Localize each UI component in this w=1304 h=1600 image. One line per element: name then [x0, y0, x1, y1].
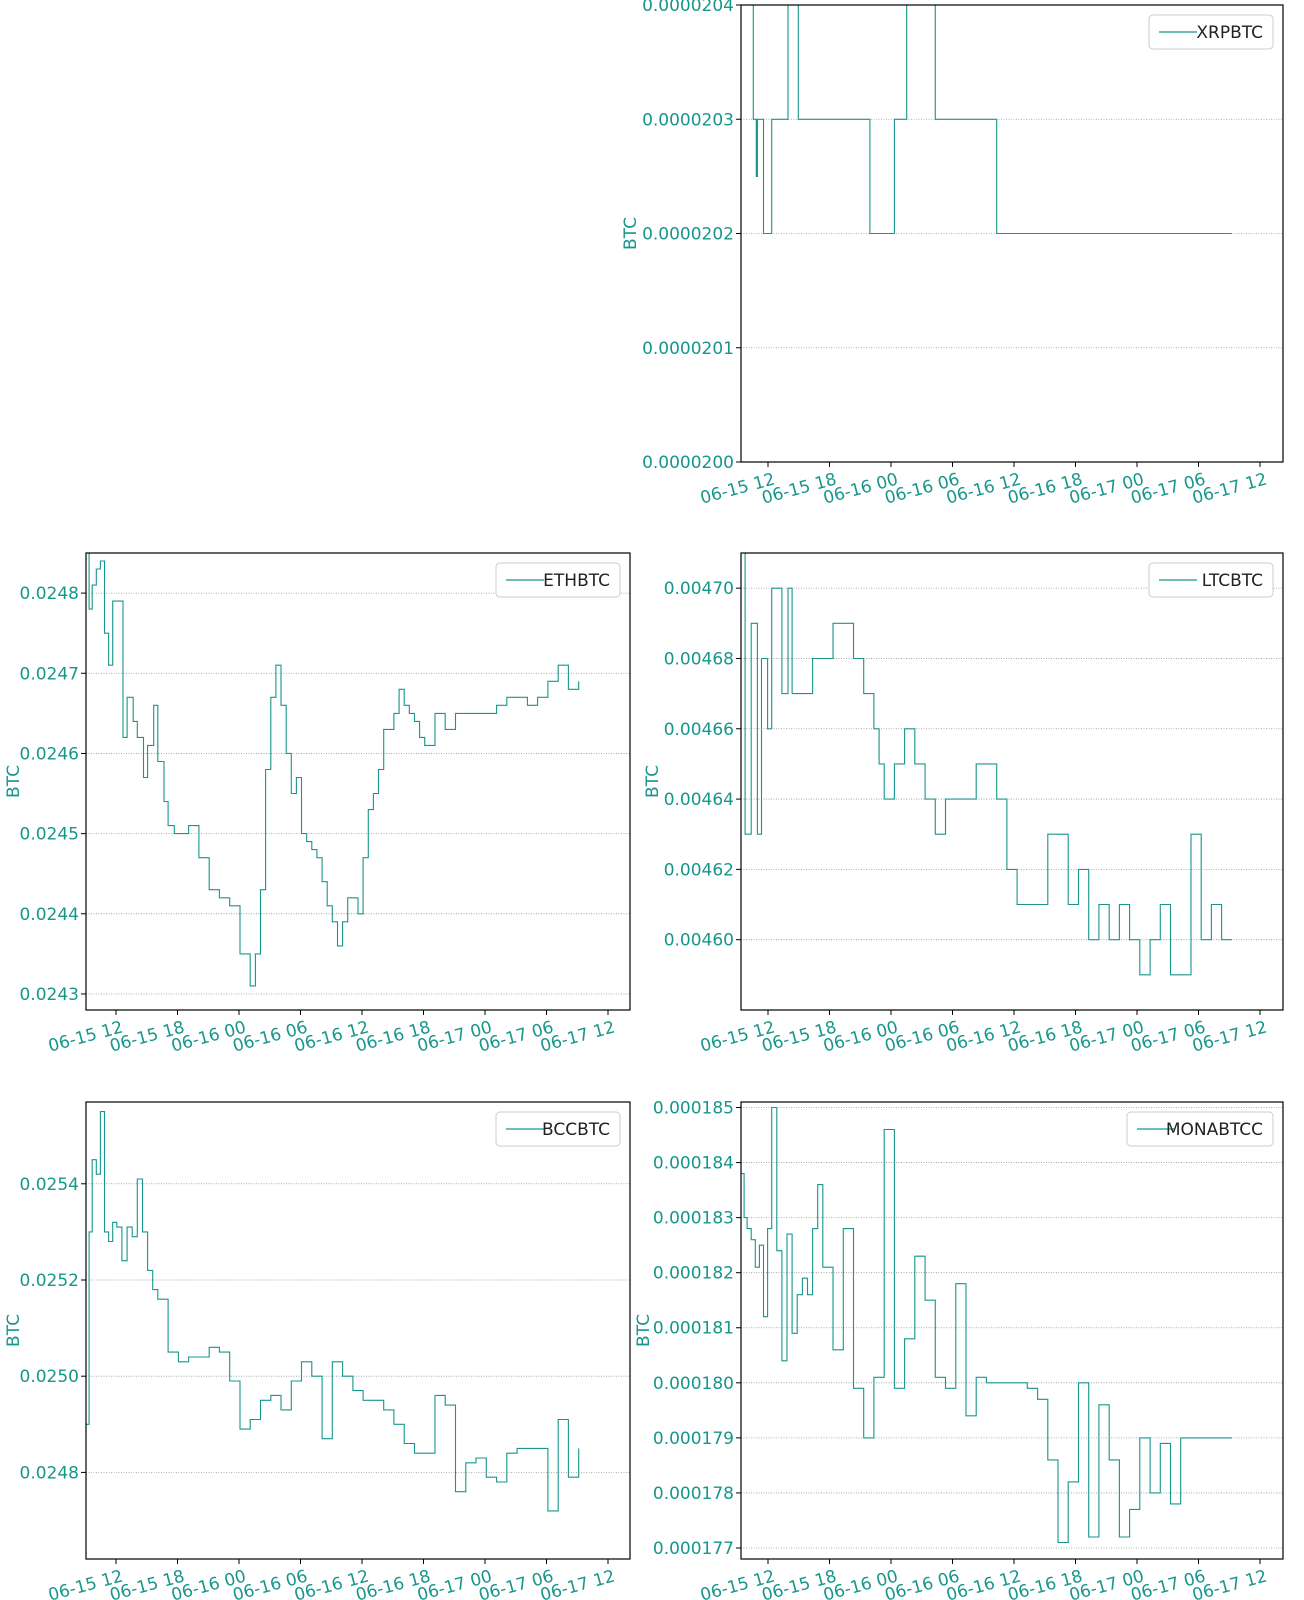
- legend-label: XRPBTC: [1196, 23, 1263, 43]
- plot-frame: [740, 1101, 1284, 1560]
- y-tick-label: 0.000181: [653, 1319, 734, 1339]
- y-axis-label: BTC: [634, 1314, 654, 1347]
- y-tick-label: 0.0000201: [642, 339, 734, 359]
- legend-box: [1126, 1111, 1274, 1147]
- chart-panel-3: 0.00460 0.00462 0.00464 0.00466 0.00468 0.004…: [643, 552, 1284, 1057]
- legend-box: [1148, 562, 1274, 598]
- legend-label: BCCBTC: [542, 1120, 610, 1140]
- legend-label: ETHBTC: [543, 571, 610, 591]
- legend-box: [495, 562, 621, 598]
- legend: MONABTCC: [1126, 1111, 1274, 1147]
- y-tick-label: 0.0248: [20, 584, 79, 604]
- chart-panel-2: 0.02430.02440.02450.02460.02470.024806-1…: [4, 552, 631, 1057]
- y-tick-label: 0.00470: [664, 579, 734, 599]
- y-tick-label: 0.00464: [664, 790, 734, 810]
- y-tick-label: 0.000182: [653, 1264, 734, 1284]
- series-line: [741, 552, 1232, 976]
- y-tick-label: 0.00468: [664, 649, 734, 669]
- y-tick-label: 0.0000203: [642, 110, 734, 130]
- chart-panel-1: 0.0000200 0.0000201 0.0000202 0.0000203 0.00…: [621, 0, 1284, 509]
- series-line: [86, 552, 580, 987]
- y-axis-label: BTC: [621, 217, 641, 250]
- y-tick-label: 0.0247: [20, 664, 79, 684]
- y-axis-label: BTC: [643, 765, 663, 798]
- legend: ETHBTC: [495, 562, 621, 598]
- y-tick-label: 0.000184: [653, 1154, 734, 1174]
- y-tick-label: 0.00460: [664, 931, 734, 951]
- y-tick-label: 0.00466: [664, 720, 734, 740]
- y-tick-label: 0.000177: [653, 1539, 734, 1559]
- series-line: [741, 4, 1232, 235]
- y-tick-label: 0.0244: [20, 905, 79, 925]
- legend: LTCBTC: [1148, 562, 1274, 598]
- y-tick-label: 0.0246: [20, 744, 79, 764]
- y-tick-label: 0.0248: [20, 1463, 79, 1483]
- y-axis-label: BTC: [4, 765, 24, 798]
- y-tick-label: 0.00462: [664, 860, 734, 880]
- legend-label: LTCBTC: [1202, 571, 1263, 591]
- y-tick-label: 0.0000204: [642, 0, 734, 16]
- y-tick-label: 0.0245: [20, 825, 79, 845]
- y-tick-label: 0.0000202: [642, 225, 734, 245]
- series-line: [741, 1106, 1232, 1544]
- y-tick-label: 0.0252: [20, 1271, 79, 1291]
- y-tick-label: 0.000185: [653, 1099, 734, 1119]
- legend: XRPBTC: [1148, 14, 1274, 50]
- y-tick-label: 0.000178: [653, 1484, 734, 1504]
- y-tick-label: 0.000179: [653, 1429, 734, 1449]
- plot-frame: [740, 4, 1284, 463]
- plot-frame: [85, 1101, 631, 1560]
- series-line: [86, 1111, 580, 1512]
- legend-label: MONABTCC: [1166, 1120, 1263, 1140]
- chart-panel-5: 0.000177 0.000178 0.000179 0.000180 0.000181…: [634, 1099, 1284, 1600]
- plot-frame: [85, 552, 631, 1011]
- y-tick-label: 0.000183: [653, 1209, 734, 1229]
- y-tick-label: 0.0250: [20, 1367, 79, 1387]
- y-tick-label: 0.0000200: [642, 453, 734, 473]
- y-axis-label: BTC: [4, 1314, 24, 1347]
- legend-box: [1148, 14, 1274, 50]
- y-tick-label: 0.0243: [20, 985, 79, 1005]
- plot-frame: [740, 552, 1284, 1011]
- legend-box: [495, 1111, 621, 1147]
- legend: BCCBTC: [495, 1111, 621, 1147]
- y-tick-label: 0.000180: [653, 1374, 734, 1394]
- y-tick-label: 0.0254: [20, 1175, 79, 1195]
